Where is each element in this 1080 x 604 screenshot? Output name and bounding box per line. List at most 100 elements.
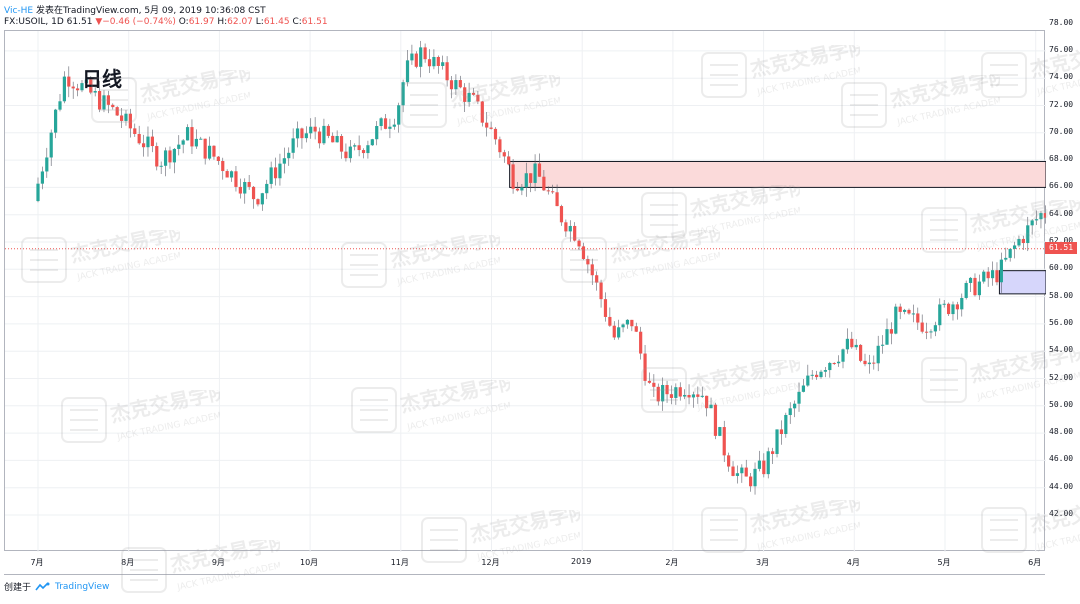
candle-body	[446, 62, 449, 80]
candle-body	[951, 304, 954, 314]
candle-body	[292, 138, 295, 152]
candle-body	[221, 161, 224, 171]
candle-body	[432, 57, 435, 66]
candle-body	[877, 346, 880, 363]
candle-body	[727, 455, 730, 466]
tradingview-logo-icon	[35, 582, 51, 592]
candle-body	[124, 114, 127, 121]
open-label: O:	[179, 17, 189, 27]
candle-body	[846, 339, 849, 350]
chart-pane[interactable]	[4, 30, 1045, 551]
candle-body	[300, 128, 303, 138]
candle-body	[380, 118, 383, 126]
candle-body	[485, 123, 488, 128]
candle-body	[472, 93, 475, 95]
low-label: L:	[256, 17, 264, 27]
candle-body	[775, 429, 778, 454]
candle-body	[146, 137, 149, 148]
price-tick-label: 70.00	[1049, 127, 1073, 136]
candle-body	[811, 375, 814, 376]
candle-body	[419, 47, 422, 66]
candle-body	[520, 187, 523, 190]
candle-body	[507, 156, 510, 164]
time-tick-label: 7月	[30, 557, 43, 568]
time-tick-label: 6月	[1028, 557, 1041, 568]
candle-body	[560, 206, 563, 222]
candle-body	[129, 114, 132, 129]
time-tick-label: 9月	[212, 557, 225, 568]
candle-body	[648, 381, 651, 383]
candle-body	[204, 139, 207, 159]
candle-body	[1026, 225, 1029, 243]
candle-body	[608, 317, 611, 326]
candle-body	[833, 363, 836, 364]
candle-body	[828, 363, 831, 370]
candle-body	[890, 329, 893, 333]
candle-body	[67, 77, 70, 87]
candle-body	[358, 145, 361, 150]
candle-body	[287, 153, 290, 158]
change-value: −0.46 (−0.74%)	[102, 17, 176, 27]
candle-body	[577, 241, 580, 247]
candle-body	[190, 127, 193, 146]
price-tick-label: 50.00	[1049, 400, 1073, 409]
price-chart[interactable]	[5, 31, 1046, 552]
price-tick-label: 68.00	[1049, 154, 1073, 163]
candle-body	[353, 145, 356, 146]
candle-body	[784, 415, 787, 434]
candle-body	[661, 385, 664, 401]
candle-body	[397, 105, 400, 124]
candle-body	[705, 396, 708, 408]
candle-body	[138, 134, 141, 143]
candle-body	[116, 107, 119, 115]
candle-body	[1000, 260, 1003, 283]
candle-body	[881, 345, 884, 346]
time-tick-label: 2月	[665, 557, 678, 568]
time-axis[interactable]: 7月 8月 9月 10月 11月 12月 2019 2月 3月 4月 5月 6月	[4, 551, 1045, 575]
candle-body	[762, 461, 765, 475]
candle-body	[322, 126, 325, 143]
candle-body	[111, 105, 114, 107]
candle-body	[366, 145, 369, 153]
candle-body	[274, 167, 277, 178]
candle-body	[582, 246, 585, 259]
candle-body	[894, 307, 897, 334]
candle-body	[1031, 220, 1034, 225]
high-value: 62.07	[227, 17, 253, 27]
candle-body	[547, 190, 550, 191]
high-label: H:	[217, 17, 227, 27]
candle-body	[248, 182, 251, 187]
candle-body	[767, 451, 770, 474]
author-link[interactable]: Vic-HE	[4, 6, 33, 16]
candle-body	[696, 394, 699, 396]
candle-body	[208, 146, 211, 159]
price-tick-label: 58.00	[1049, 291, 1073, 300]
tradingview-brand-link[interactable]: TradingView	[55, 582, 109, 592]
candle-body	[533, 164, 536, 183]
candle-body	[916, 313, 919, 322]
candle-body	[424, 47, 427, 59]
candle-body	[516, 189, 519, 191]
candle-body	[50, 133, 53, 158]
candle-body	[652, 383, 655, 387]
price-tick-label: 54.00	[1049, 345, 1073, 354]
price-axis[interactable]: 42.00 44.00 46.00 48.00 50.00 52.00 54.00 56.00…	[1045, 30, 1080, 551]
price-tick-label: 60.00	[1049, 263, 1073, 272]
timeframe-label: 日线	[82, 63, 122, 92]
candle-body	[551, 191, 554, 192]
candle-body	[314, 127, 317, 132]
candle-body	[934, 325, 937, 331]
candle-body	[868, 363, 871, 364]
candle-body	[371, 139, 374, 145]
time-tick-label: 11月	[391, 557, 409, 568]
candle-body	[947, 304, 950, 314]
candle-body	[643, 354, 646, 381]
candle-body	[555, 192, 558, 206]
candle-body	[402, 82, 405, 105]
candle-body	[960, 298, 963, 309]
candle-body	[723, 427, 726, 455]
candle-body	[463, 87, 466, 102]
price-tick-label: 72.00	[1049, 100, 1073, 109]
candle-body	[388, 127, 391, 129]
candle-body	[498, 139, 501, 152]
